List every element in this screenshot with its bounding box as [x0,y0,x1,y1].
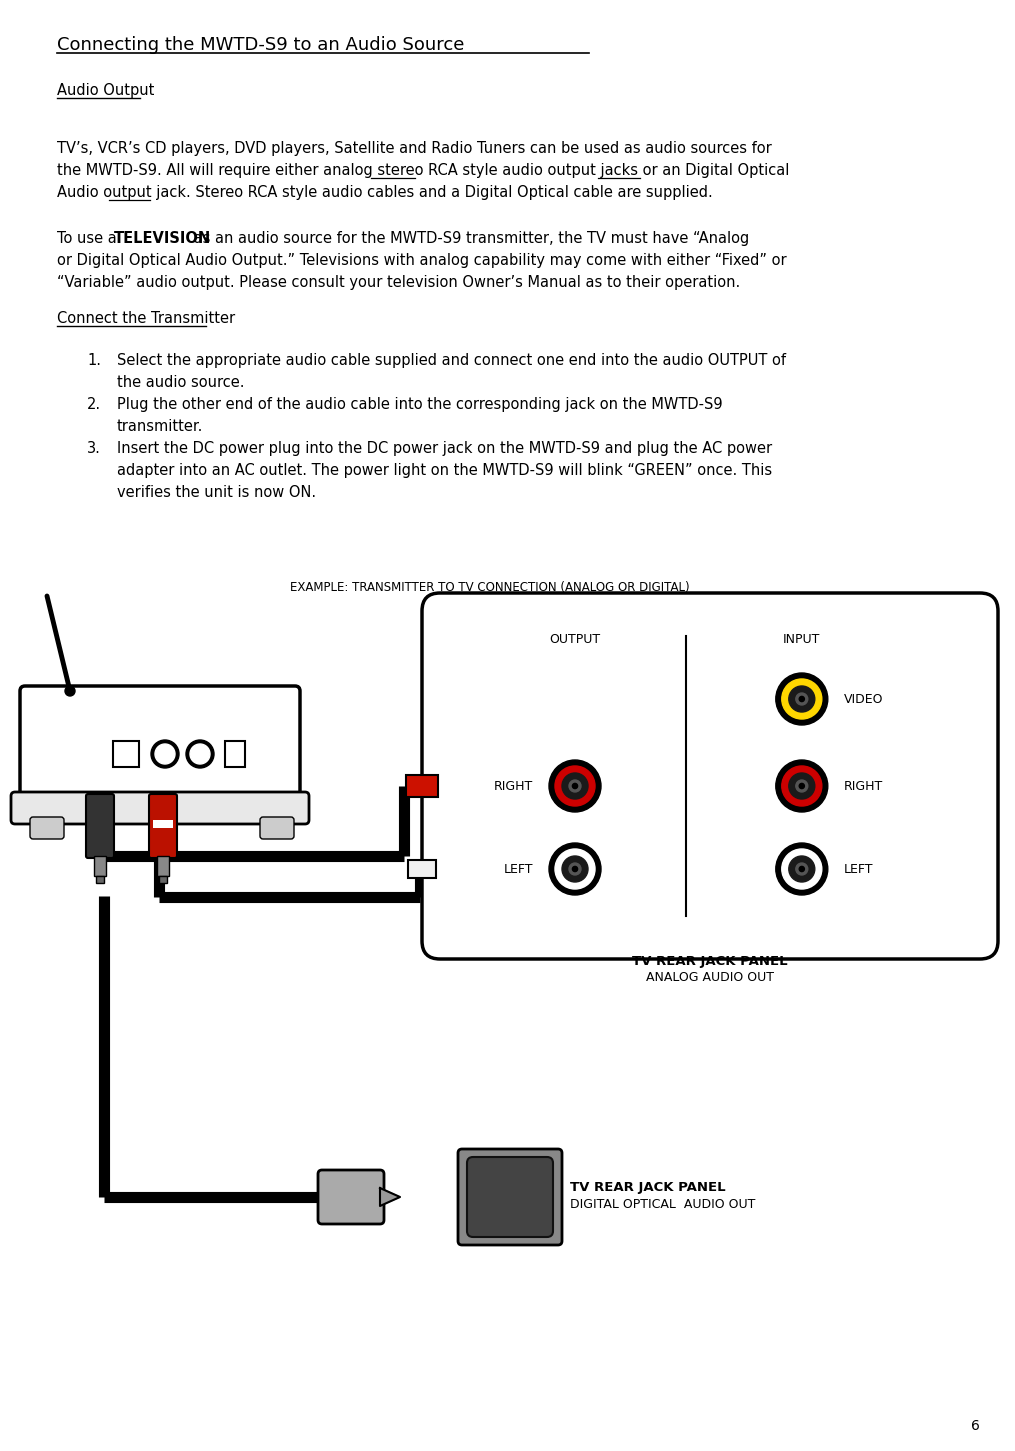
Text: Connecting the MWTD-S9 to an Audio Source: Connecting the MWTD-S9 to an Audio Sourc… [57,36,465,54]
Text: DIGITAL OPTICAL  AUDIO OUT: DIGITAL OPTICAL AUDIO OUT [570,1199,755,1212]
Text: Insert the DC power plug into the DC power jack on the MWTD-S9 and plug the AC p: Insert the DC power plug into the DC pow… [117,441,772,456]
Circle shape [562,773,588,800]
Circle shape [796,863,808,875]
Circle shape [789,773,815,800]
Text: RIGHT: RIGHT [493,779,533,792]
Circle shape [569,781,581,792]
FancyBboxPatch shape [422,593,998,959]
Circle shape [775,673,828,726]
Text: To use a: To use a [57,231,122,247]
Text: LEFT: LEFT [843,862,873,875]
FancyBboxPatch shape [149,794,177,858]
Circle shape [190,744,210,765]
Text: EXAMPLE: TRANSMITTER TO TV CONNECTION (ANALOG OR DIGITAL): EXAMPLE: TRANSMITTER TO TV CONNECTION (A… [290,580,690,593]
Circle shape [782,849,822,889]
Text: INPUT: INPUT [784,633,820,646]
Text: Plug the other end of the audio cable into the corresponding jack on the MWTD-S9: Plug the other end of the audio cable in… [117,398,723,412]
FancyBboxPatch shape [458,1149,562,1245]
Circle shape [549,843,601,895]
Text: TV REAR JACK PANEL: TV REAR JACK PANEL [570,1181,726,1194]
Circle shape [572,866,578,872]
FancyBboxPatch shape [11,792,309,824]
Text: LEFT: LEFT [503,862,533,875]
Bar [406,775,438,797]
Circle shape [569,863,581,875]
Text: 3.: 3. [87,441,100,456]
FancyBboxPatch shape [318,1170,384,1225]
Bar [96,876,104,884]
Circle shape [555,849,595,889]
Circle shape [799,866,805,872]
FancyBboxPatch shape [225,741,245,768]
Circle shape [796,694,808,705]
Text: adapter into an AC outlet. The power light on the MWTD-S9 will blink “GREEN” onc: adapter into an AC outlet. The power lig… [117,463,772,477]
Text: TV REAR JACK PANEL: TV REAR JACK PANEL [632,955,788,968]
Bar [94,856,106,876]
Text: RIGHT: RIGHT [843,779,883,792]
Text: as an audio source for the MWTD-S9 transmitter, the TV must have “Analog: as an audio source for the MWTD-S9 trans… [189,231,749,247]
FancyBboxPatch shape [113,741,139,768]
Polygon shape [380,1188,400,1206]
FancyBboxPatch shape [260,817,294,839]
Circle shape [562,856,588,882]
FancyBboxPatch shape [30,817,64,839]
FancyBboxPatch shape [20,686,300,801]
Text: the audio source.: the audio source. [117,374,245,390]
Bar [159,876,167,884]
Text: Audio Output: Audio Output [57,83,154,99]
Text: TELEVISION: TELEVISION [114,231,211,247]
Circle shape [782,766,822,805]
Text: TV’s, VCR’s CD players, DVD players, Satellite and Radio Tuners can be used as a: TV’s, VCR’s CD players, DVD players, Sat… [57,141,771,157]
Text: Audio output jack. Stereo RCA style audio cables and a Digital Optical cable are: Audio output jack. Stereo RCA style audi… [57,184,713,200]
Circle shape [151,740,179,768]
Circle shape [555,766,595,805]
Text: or Digital Optical Audio Output.” Televisions with analog capability may come wi: or Digital Optical Audio Output.” Televi… [57,252,787,268]
FancyBboxPatch shape [86,794,114,858]
Bar [153,820,173,829]
Text: 6: 6 [971,1419,980,1434]
FancyBboxPatch shape [467,1156,553,1238]
Text: ANALOG AUDIO OUT: ANALOG AUDIO OUT [646,971,774,984]
Text: 1.: 1. [87,353,102,369]
Circle shape [65,686,75,696]
Text: Select the appropriate audio cable supplied and connect one end into the audio O: Select the appropriate audio cable suppl… [117,353,786,369]
Text: the MWTD-S9. All will require either analog stereo RCA style audio output jacks : the MWTD-S9. All will require either ana… [57,163,790,178]
Circle shape [799,696,805,702]
Text: verifies the unit is now ON.: verifies the unit is now ON. [117,485,316,501]
Circle shape [549,760,601,813]
Text: Connect the Transmitter: Connect the Transmitter [57,311,235,326]
Circle shape [775,843,828,895]
Bar [408,860,436,878]
Text: VIDEO: VIDEO [843,692,883,705]
Text: transmitter.: transmitter. [117,419,203,434]
Circle shape [799,784,805,788]
Circle shape [775,760,828,813]
Circle shape [789,686,815,712]
Circle shape [782,679,822,720]
Circle shape [186,740,214,768]
Bar [157,856,170,876]
Text: 2.: 2. [87,398,102,412]
Circle shape [155,744,175,765]
Circle shape [789,856,815,882]
Text: “Variable” audio output. Please consult your television Owner’s Manual as to the: “Variable” audio output. Please consult … [57,276,740,290]
Circle shape [572,784,578,788]
Circle shape [796,781,808,792]
Text: OUTPUT: OUTPUT [549,633,601,646]
